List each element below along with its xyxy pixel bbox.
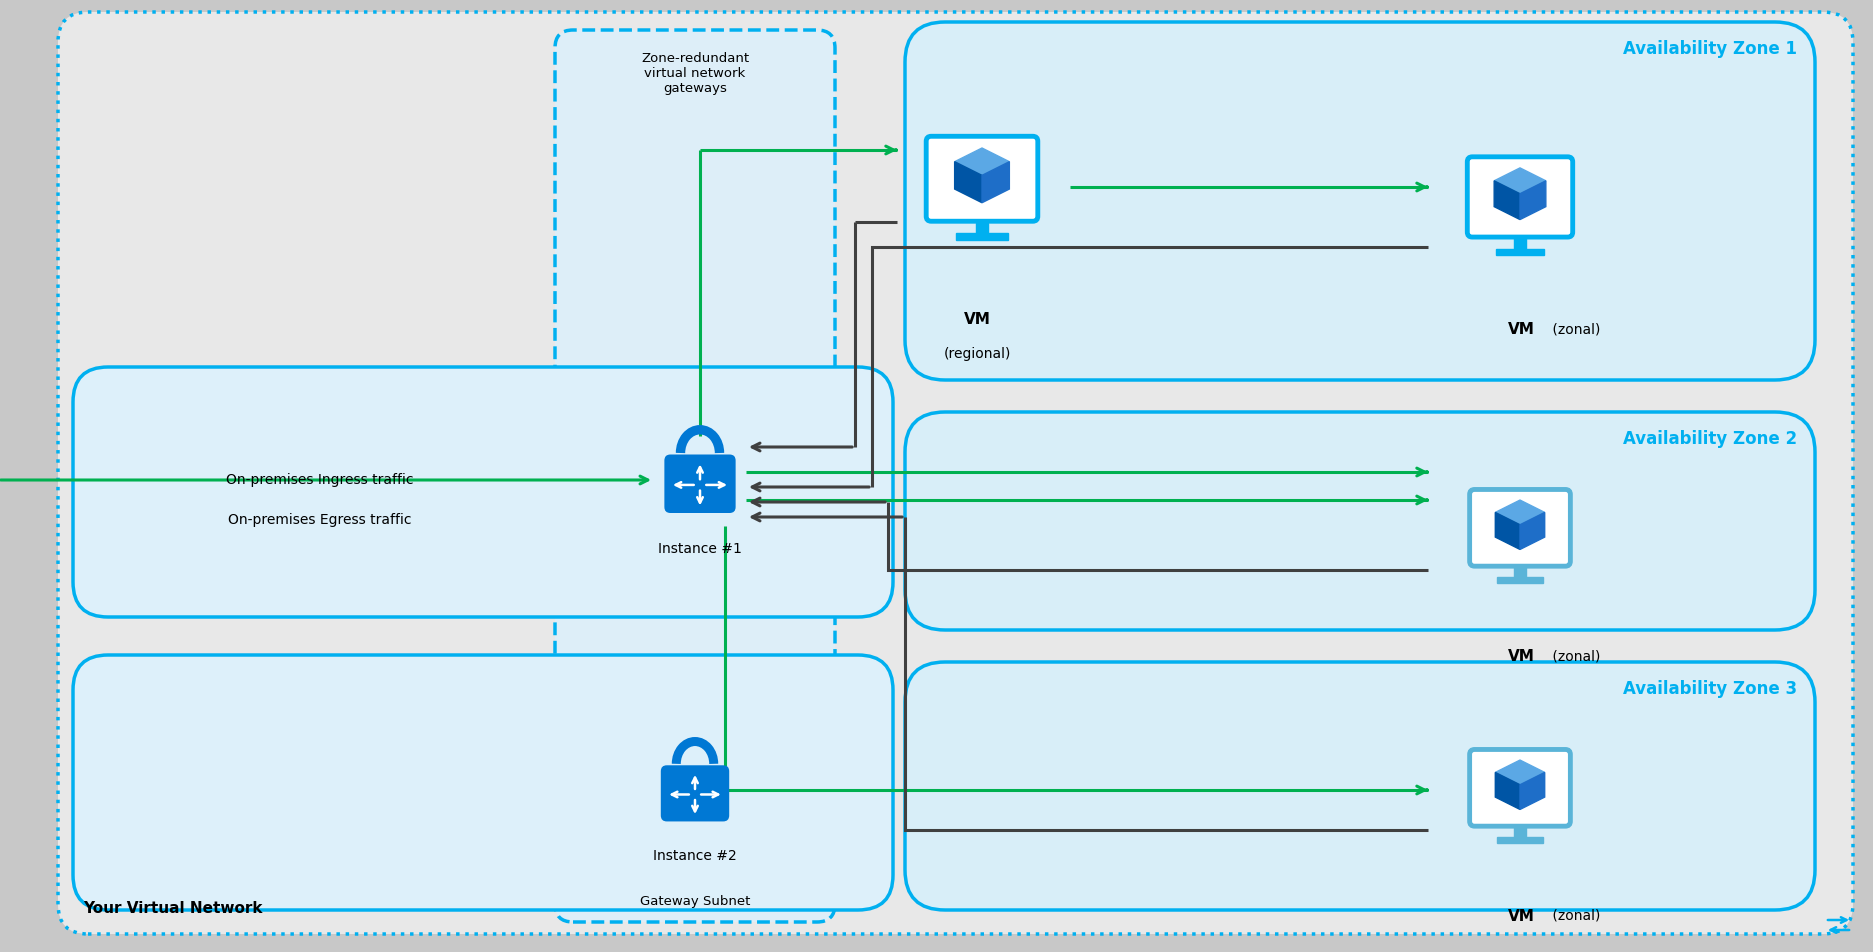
Polygon shape (1521, 512, 1545, 549)
Polygon shape (1495, 772, 1521, 809)
Text: VM: VM (1508, 909, 1534, 924)
Polygon shape (1513, 827, 1526, 837)
FancyBboxPatch shape (905, 22, 1815, 380)
FancyBboxPatch shape (665, 454, 736, 513)
FancyBboxPatch shape (73, 367, 893, 617)
Text: (zonal): (zonal) (1547, 649, 1600, 663)
Text: VM: VM (1508, 649, 1534, 664)
FancyBboxPatch shape (661, 765, 729, 822)
FancyBboxPatch shape (73, 655, 893, 910)
Polygon shape (1513, 567, 1526, 577)
Polygon shape (1495, 512, 1521, 549)
Polygon shape (1497, 837, 1543, 843)
FancyBboxPatch shape (1467, 157, 1573, 237)
Text: (regional): (regional) (944, 347, 1011, 361)
FancyBboxPatch shape (554, 30, 835, 922)
FancyBboxPatch shape (905, 412, 1815, 630)
Text: On-premises Ingress traffic: On-premises Ingress traffic (227, 473, 414, 487)
Polygon shape (1495, 181, 1521, 220)
Polygon shape (1521, 181, 1545, 220)
FancyBboxPatch shape (58, 12, 1852, 934)
Text: On-premises Egress traffic: On-premises Egress traffic (229, 513, 412, 527)
Text: VM: VM (1508, 322, 1534, 337)
Text: Availability Zone 2: Availability Zone 2 (1622, 430, 1796, 448)
Text: Instance #2: Instance #2 (654, 849, 736, 863)
Polygon shape (976, 223, 989, 233)
Text: Instance #1: Instance #1 (657, 542, 742, 556)
Polygon shape (955, 233, 1008, 240)
FancyBboxPatch shape (927, 136, 1038, 221)
Polygon shape (1521, 772, 1545, 809)
Text: Availability Zone 3: Availability Zone 3 (1622, 680, 1796, 698)
FancyBboxPatch shape (905, 662, 1815, 910)
Text: VM: VM (963, 312, 991, 327)
Polygon shape (1497, 577, 1543, 583)
Polygon shape (1495, 248, 1545, 255)
Polygon shape (981, 162, 1010, 203)
Text: (zonal): (zonal) (1547, 322, 1600, 336)
FancyBboxPatch shape (1470, 489, 1570, 566)
FancyBboxPatch shape (1470, 749, 1570, 826)
Polygon shape (955, 162, 981, 203)
Text: Zone-redundant
virtual network
gateways: Zone-redundant virtual network gateways (641, 52, 749, 95)
Polygon shape (955, 148, 1010, 175)
Polygon shape (1513, 238, 1526, 248)
Polygon shape (1495, 760, 1545, 784)
Text: Availability Zone 1: Availability Zone 1 (1624, 40, 1796, 58)
Polygon shape (1495, 500, 1545, 525)
Text: (zonal): (zonal) (1547, 909, 1600, 923)
Text: Your Virtual Network: Your Virtual Network (82, 901, 262, 916)
Polygon shape (1495, 168, 1545, 193)
Text: Gateway Subnet: Gateway Subnet (641, 895, 751, 908)
